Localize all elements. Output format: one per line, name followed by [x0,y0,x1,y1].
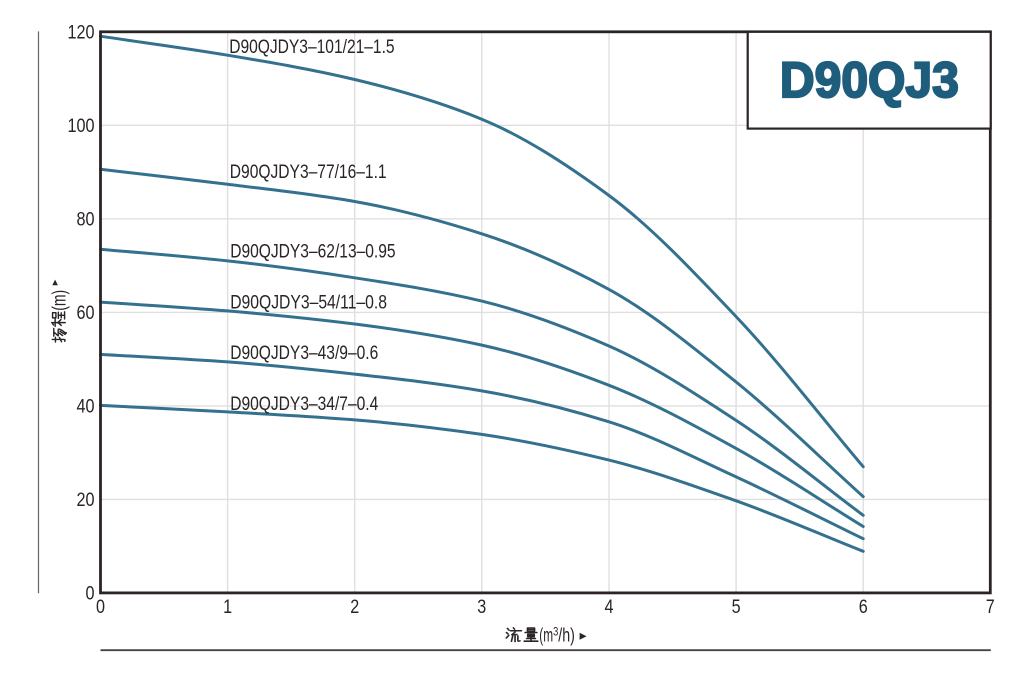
svg-text:D90QJDY3–34/7–0.4: D90QJDY3–34/7–0.4 [230,394,378,415]
svg-text:D90QJDY3–77/16–1.1: D90QJDY3–77/16–1.1 [230,162,387,183]
svg-text:80: 80 [77,209,95,230]
svg-text:D90QJ3: D90QJ3 [780,51,959,108]
svg-text:(m3/h): (m3/h) [539,626,575,647]
svg-text:0: 0 [96,597,105,618]
svg-text:D90QJDY3–43/9–0.6: D90QJDY3–43/9–0.6 [230,343,378,364]
svg-text:60: 60 [77,303,95,324]
svg-text:D90QJDY3–54/11–0.8: D90QJDY3–54/11–0.8 [230,293,387,314]
svg-text:0: 0 [86,584,95,605]
svg-text:40: 40 [77,397,95,418]
svg-text:D90QJDY3–62/13–0.95: D90QJDY3–62/13–0.95 [230,242,395,263]
svg-text:6: 6 [859,597,868,618]
svg-text:100: 100 [68,116,95,137]
svg-text:4: 4 [605,597,614,618]
svg-text:5: 5 [732,597,741,618]
svg-text:120: 120 [68,22,95,43]
svg-text:7: 7 [986,597,995,618]
svg-text:D90QJDY3–101/21–1.5: D90QJDY3–101/21–1.5 [229,37,394,58]
svg-text:3: 3 [477,597,486,618]
svg-text:2: 2 [350,597,359,618]
svg-text:(m): (m) [50,290,71,311]
svg-text:20: 20 [77,490,95,511]
svg-text:1: 1 [223,597,232,618]
